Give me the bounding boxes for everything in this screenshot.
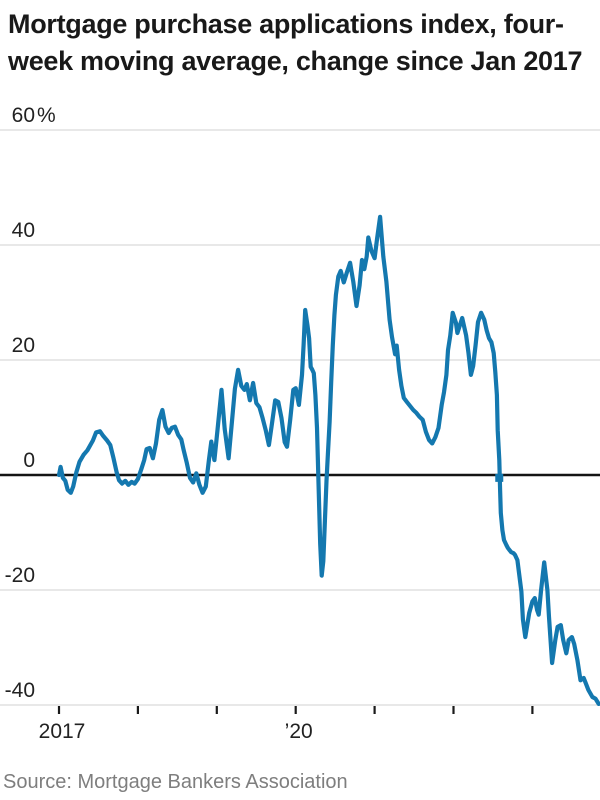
x-axis-label-2017: 2017: [39, 720, 86, 743]
chart-title-line-1: Mortgage purchase applications index, fo…: [8, 9, 564, 39]
source-note: Source: Mortgage Bankers Association: [3, 771, 348, 793]
chart-title-line-2: week moving average, change since Jan 20…: [8, 46, 583, 76]
chart-title: Mortgage purchase applications index, fo…: [8, 6, 583, 80]
x-axis-label-2020: ’20: [285, 720, 313, 743]
plot-area: 60% 40 20 0 -20 -40 2017 ’20: [0, 95, 600, 755]
zero-crossing-marker: [495, 473, 504, 482]
y-axis-label--20: -20: [5, 564, 35, 587]
y-axis-label-40: 40: [12, 219, 35, 242]
series-line-0: [56, 214, 600, 706]
y-axis-label-0: 0: [23, 449, 35, 472]
y-axis-label--40: -40: [5, 679, 35, 702]
y-axis-label-20: 20: [12, 334, 35, 357]
y-axis-label-60: 60: [12, 104, 35, 127]
y-axis-unit-suffix: %: [37, 104, 56, 127]
